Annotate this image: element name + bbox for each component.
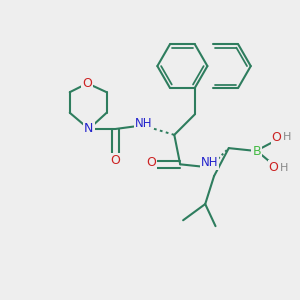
Text: N: N — [84, 122, 94, 136]
Text: B: B — [252, 145, 261, 158]
Text: H: H — [283, 132, 291, 142]
Text: N: N — [84, 122, 94, 136]
Text: O: O — [82, 77, 92, 90]
Text: O: O — [272, 131, 281, 144]
Text: O: O — [110, 154, 120, 167]
Text: O: O — [268, 161, 278, 174]
Text: H: H — [280, 163, 288, 173]
Text: NH: NH — [201, 156, 218, 169]
Text: NH: NH — [135, 117, 152, 130]
Text: O: O — [146, 156, 156, 169]
